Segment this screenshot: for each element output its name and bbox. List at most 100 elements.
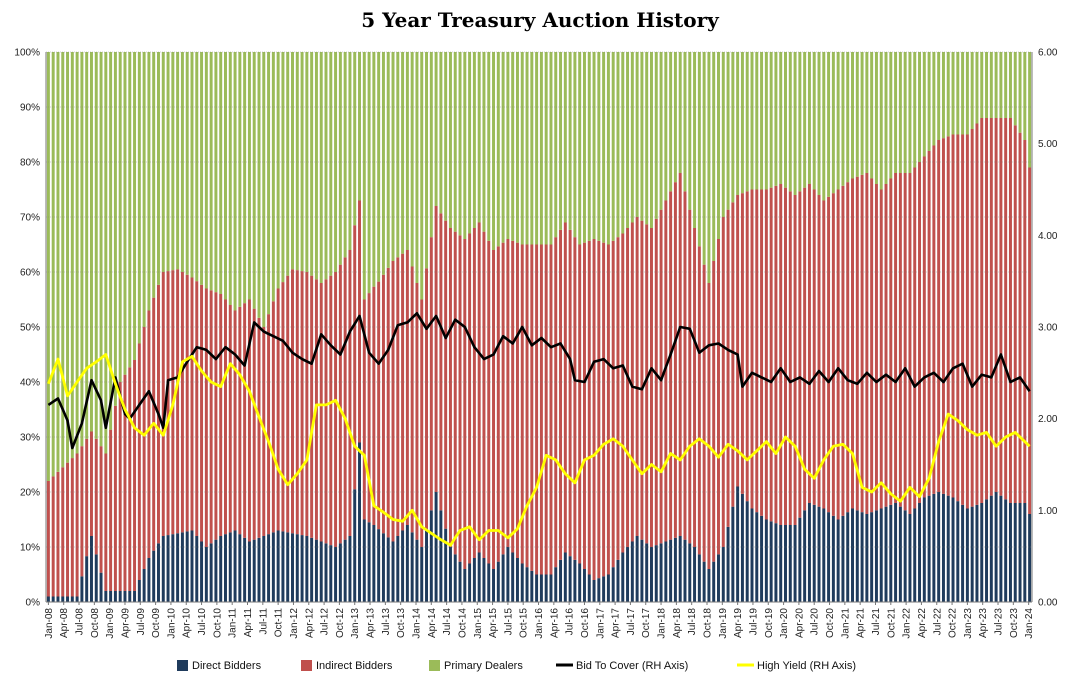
bar-direct xyxy=(133,591,137,602)
bar-dealers xyxy=(707,52,711,283)
legend-label: Direct Bidders xyxy=(192,660,262,672)
bar-indirect xyxy=(626,228,630,547)
bar-dealers xyxy=(310,52,314,276)
bar-indirect xyxy=(405,250,409,525)
bar-indirect xyxy=(750,189,754,509)
bar-direct xyxy=(66,596,70,602)
bar-direct xyxy=(329,545,333,602)
bar-dealers xyxy=(889,52,893,179)
bar-dealers xyxy=(855,52,859,177)
x-tick-label: Jan-13 xyxy=(350,608,361,639)
x-tick-label: Apr-19 xyxy=(733,608,744,638)
bar-dealers xyxy=(779,52,783,184)
bar-indirect xyxy=(549,244,553,575)
right-tick-label: 6.00 xyxy=(1038,48,1058,59)
bar-direct xyxy=(300,535,304,602)
bar-direct xyxy=(1008,503,1012,602)
bar-dealers xyxy=(803,52,807,188)
bar-direct xyxy=(195,536,199,602)
bar-direct xyxy=(874,510,878,602)
bar-dealers xyxy=(214,52,218,293)
x-tick-label: Jan-23 xyxy=(963,608,974,639)
x-tick-label: Apr-20 xyxy=(794,608,805,638)
bar-dealers xyxy=(334,52,338,272)
bar-dealers xyxy=(769,52,773,188)
bar-indirect xyxy=(827,196,831,513)
bar-dealers xyxy=(946,52,950,137)
bar-dealers xyxy=(257,52,261,318)
bar-indirect xyxy=(267,314,271,535)
bar-dealers xyxy=(688,52,692,210)
bar-direct xyxy=(85,556,89,602)
bar-indirect xyxy=(520,244,524,564)
bar-direct xyxy=(166,535,170,602)
bar-dealers xyxy=(468,52,472,234)
bar-direct xyxy=(46,596,50,602)
bar-dealers xyxy=(965,52,969,135)
x-tick-label: Apr-08 xyxy=(59,608,70,638)
x-tick-label: Jul-16 xyxy=(565,608,576,636)
left-tick-label: 60% xyxy=(20,268,40,279)
bar-direct xyxy=(377,529,381,602)
x-tick-label: Apr-15 xyxy=(488,608,499,638)
bars-layer xyxy=(46,52,1032,602)
bar-direct xyxy=(927,495,931,602)
bar-direct xyxy=(894,503,898,602)
bar-dealers xyxy=(515,52,519,243)
bar-indirect xyxy=(563,222,567,553)
bar-indirect xyxy=(176,269,180,534)
bar-dealers xyxy=(649,52,653,228)
bar-indirect xyxy=(482,231,486,558)
right-tick-label: 5.00 xyxy=(1038,139,1058,150)
bar-direct xyxy=(492,569,496,602)
x-tick-label: Jan-09 xyxy=(105,608,116,639)
bar-indirect xyxy=(836,189,840,520)
bar-direct xyxy=(142,569,146,602)
bar-direct xyxy=(1023,503,1027,602)
bar-direct xyxy=(286,532,290,602)
bar-dealers xyxy=(793,52,797,195)
bar-dealers xyxy=(989,52,993,118)
bar-indirect xyxy=(252,308,256,540)
bar-dealers xyxy=(415,52,419,283)
bar-indirect xyxy=(980,118,984,503)
bar-direct xyxy=(75,596,79,602)
bar-direct xyxy=(621,552,625,602)
bar-indirect xyxy=(798,191,802,518)
bar-direct xyxy=(204,547,208,602)
bar-direct xyxy=(630,541,634,602)
bar-indirect xyxy=(903,173,907,511)
bar-indirect xyxy=(410,266,414,533)
bar-dealers xyxy=(377,52,381,282)
bar-indirect xyxy=(329,275,333,546)
bar-direct xyxy=(611,567,615,602)
bar-indirect xyxy=(683,191,687,540)
bar-direct xyxy=(645,543,649,602)
bar-indirect xyxy=(807,184,811,503)
x-tick-label: Apr-21 xyxy=(856,608,867,638)
bar-indirect xyxy=(961,134,965,505)
bar-indirect xyxy=(965,134,969,509)
bar-indirect xyxy=(425,268,429,529)
bar-direct xyxy=(1028,514,1032,602)
bar-dealers xyxy=(152,52,156,298)
bar-dealers xyxy=(247,52,251,300)
bar-direct xyxy=(879,508,883,602)
bar-indirect xyxy=(975,123,979,505)
bar-dealers xyxy=(89,52,93,432)
x-tick-label: Apr-13 xyxy=(366,608,377,638)
x-tick-label: Oct-17 xyxy=(641,608,652,638)
bar-dealers xyxy=(477,52,481,223)
x-tick-label: Jan-20 xyxy=(779,608,790,639)
bar-dealers xyxy=(410,52,414,267)
bar-indirect xyxy=(645,224,649,544)
bar-indirect xyxy=(161,272,165,536)
bar-dealers xyxy=(463,52,467,239)
bar-direct xyxy=(243,537,247,602)
bar-indirect xyxy=(200,284,204,542)
bar-dealers xyxy=(46,52,50,481)
bar-indirect xyxy=(458,235,462,562)
bar-indirect xyxy=(884,184,888,507)
bar-direct xyxy=(367,522,371,602)
bar-direct xyxy=(831,515,835,602)
